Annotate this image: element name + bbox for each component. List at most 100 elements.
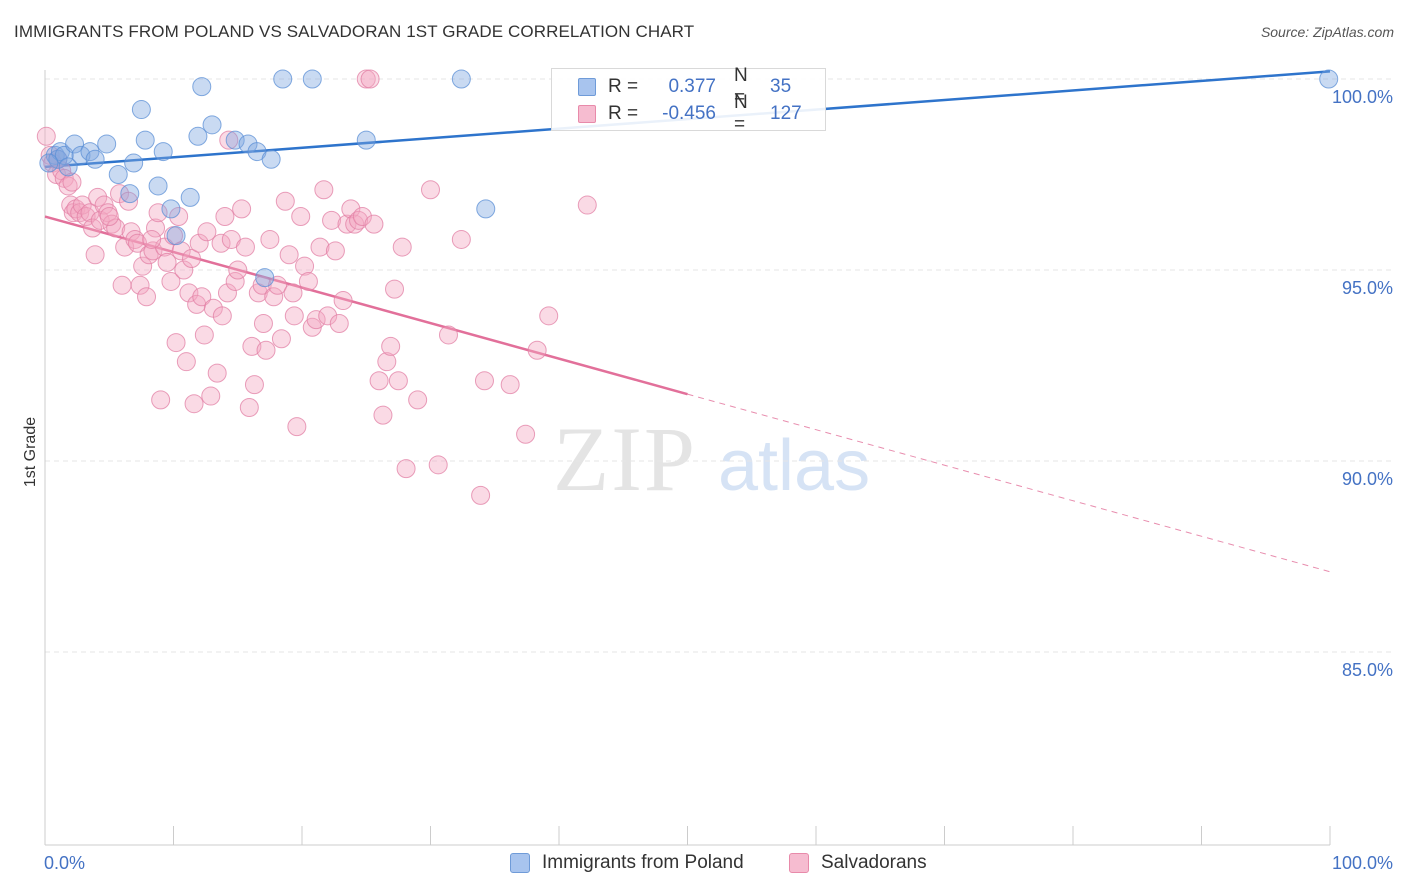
- salvadoran-point: [215, 207, 235, 227]
- poland-point: [108, 165, 128, 184]
- salvadoran-point: [242, 336, 262, 356]
- poland-point: [255, 268, 275, 288]
- poland-point: [131, 100, 151, 120]
- salvadoran-point: [291, 207, 311, 227]
- poland-point: [180, 187, 200, 207]
- salvadoran-point: [381, 336, 401, 356]
- salvadoran-point: [306, 310, 326, 330]
- y-tick-label: 100.0%: [1332, 87, 1393, 107]
- salvadoran-point: [428, 455, 448, 475]
- y-tick-label: 85.0%: [1342, 660, 1393, 680]
- salvadoran-point: [385, 279, 405, 299]
- salvadoran-point: [112, 275, 132, 295]
- salvadoran-point: [388, 371, 408, 391]
- salvadoran-trend-extension: [687, 393, 1331, 573]
- chart-title: IMMIGRANTS FROM POLAND VS SALVADORAN 1ST…: [14, 22, 695, 41]
- watermark-atlas: atlas: [718, 426, 870, 506]
- y-tick-label: 90.0%: [1342, 469, 1393, 489]
- legend-swatch-salvadorans: [578, 105, 596, 123]
- salvadoran-point: [62, 172, 82, 192]
- salvadoran-point: [235, 237, 255, 257]
- salvadoran-point: [325, 241, 345, 261]
- salvadoran-point: [211, 233, 231, 253]
- legend-n-value: 127: [770, 103, 802, 124]
- salvadoran-point: [217, 283, 237, 303]
- salvadoran-point: [133, 256, 153, 276]
- poland-point: [65, 134, 85, 154]
- salvadoran-point: [364, 214, 384, 234]
- legend-swatch-poland: [578, 78, 596, 96]
- salvadoran-point: [516, 424, 536, 444]
- salvadoran-point: [189, 233, 209, 253]
- y-axis-title: 1st Grade: [22, 417, 39, 487]
- salvadoran-point: [128, 233, 148, 253]
- poland-point: [476, 199, 496, 219]
- salvadoran-point: [373, 405, 393, 425]
- poland-point: [451, 69, 471, 89]
- poland-point: [225, 130, 245, 150]
- salvadoran-point: [219, 130, 239, 150]
- salvadoran-point: [151, 390, 171, 410]
- salvadoran-point: [171, 241, 191, 261]
- salvadoran-point: [166, 333, 186, 353]
- series-legend-swatch-poland: [510, 853, 530, 873]
- legend-r-label: R =: [608, 103, 639, 124]
- salvadoran-point: [314, 180, 334, 200]
- poland-point: [273, 69, 293, 89]
- salvadoran-point: [130, 275, 150, 295]
- salvadoran-point: [36, 126, 56, 146]
- poland-point: [261, 149, 281, 169]
- salvadoran-point: [225, 271, 245, 291]
- salvadoran-point: [284, 306, 304, 326]
- salvadoran-point: [179, 283, 199, 303]
- salvadoran-point: [322, 210, 342, 230]
- salvadoran-point: [119, 191, 139, 211]
- poland-point: [39, 153, 59, 173]
- salvadoran-point: [287, 417, 307, 437]
- legend-row-poland: R = 0.377 N = 35: [578, 65, 791, 108]
- salvadoran-point: [298, 271, 318, 291]
- salvadoran-point: [451, 229, 471, 249]
- salvadoran-point: [72, 195, 92, 215]
- salvadoran-point: [310, 237, 330, 257]
- salvadoran-point: [539, 306, 559, 326]
- legend-row-salvadorans: R = -0.456 N = 127: [578, 92, 802, 135]
- series-legend-label-poland: Immigrants from Poland: [542, 852, 744, 873]
- poland-point: [97, 134, 117, 154]
- salvadoran-point: [181, 249, 201, 269]
- salvadoran-point: [58, 176, 78, 196]
- salvadoran-point: [271, 329, 291, 349]
- poland-point: [124, 153, 144, 173]
- salvadoran-point: [139, 245, 159, 265]
- salvadoran-point: [83, 218, 103, 238]
- salvadoran-point: [318, 306, 338, 326]
- y-tick-label: 95.0%: [1342, 278, 1393, 298]
- legend-r-label: R =: [608, 76, 639, 97]
- poland-point: [202, 115, 222, 135]
- y-tick-labels: 100.0% 95.0% 90.0% 85.0%: [1332, 87, 1393, 680]
- salvadoran-point: [192, 287, 212, 307]
- salvadoran-point: [421, 180, 440, 200]
- salvadoran-point: [438, 325, 458, 345]
- stats-legend: R = 0.377 N = 35 R = -0.456 N = 127: [551, 65, 826, 135]
- salvadoran-point: [146, 218, 166, 238]
- salvadoran-point: [329, 313, 349, 333]
- salvadoran-point: [352, 207, 372, 227]
- salvadoran-point: [239, 398, 259, 418]
- salvadoran-point: [228, 260, 248, 280]
- salvadoran-point: [377, 352, 397, 372]
- salvadoran-point: [212, 306, 232, 326]
- salvadoran-point: [500, 375, 520, 395]
- poland-point: [85, 149, 105, 169]
- source-label: Source: ZipAtlas.com: [1260, 24, 1394, 40]
- poland-point: [161, 199, 181, 219]
- scatter-points: [36, 69, 1339, 505]
- poland-point: [166, 226, 186, 246]
- x-tick-label: 100.0%: [1332, 853, 1393, 873]
- salvadoran-point: [207, 363, 227, 383]
- salvadoran-point: [345, 214, 365, 234]
- poland-point: [302, 69, 322, 89]
- salvadoran-point: [392, 237, 412, 257]
- series-legend-item-poland: Immigrants from Poland: [510, 852, 744, 874]
